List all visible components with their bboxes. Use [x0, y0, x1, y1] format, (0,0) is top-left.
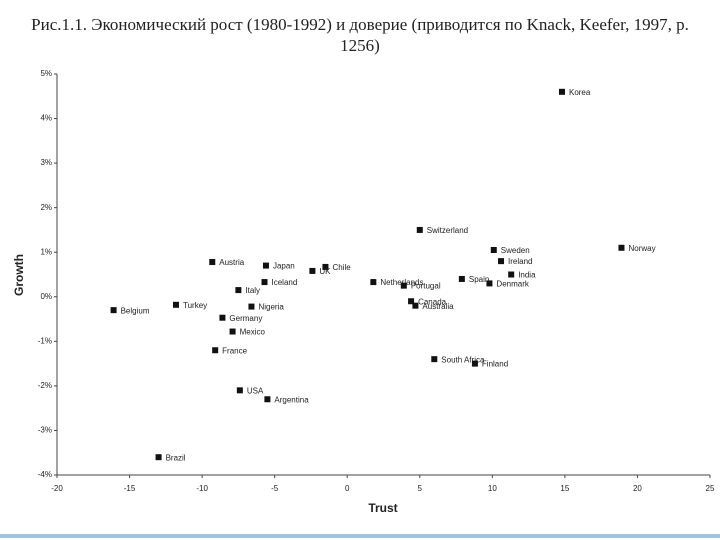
y-tick-label: -2%: [38, 381, 52, 390]
point: [262, 262, 269, 269]
point: [370, 279, 377, 286]
y-tick-label: -1%: [38, 336, 52, 345]
point-label: France: [222, 346, 247, 355]
x-tick-label: -20: [51, 484, 63, 493]
point: [618, 244, 625, 251]
point-label: Ireland: [508, 257, 532, 266]
point-label: Japan: [273, 262, 295, 271]
x-axis-label: Trust: [368, 501, 397, 515]
point-label: Canada: [418, 297, 447, 306]
point-label: Sweden: [501, 246, 530, 255]
point-label: Portugal: [411, 282, 441, 291]
point-label: Belgium: [121, 306, 150, 315]
x-tick-label: 0: [345, 484, 350, 493]
point-label: Australia: [422, 302, 454, 311]
y-tick-label: 2%: [40, 203, 52, 212]
y-tick-label: 0%: [40, 292, 52, 301]
point-label: Norway: [628, 244, 655, 253]
y-tick-label: -4%: [38, 470, 52, 479]
point: [235, 287, 242, 294]
x-tick-label: -5: [271, 484, 279, 493]
x-tick-label: 20: [633, 484, 642, 493]
point: [229, 328, 236, 335]
point: [490, 246, 497, 253]
point-label: India: [518, 271, 536, 280]
point-label: Italy: [245, 286, 260, 295]
point: [486, 280, 493, 287]
point-label: South Africa: [441, 355, 485, 364]
point: [458, 275, 465, 282]
point: [172, 301, 179, 308]
y-axis-label: Growth: [12, 254, 26, 296]
point: [431, 356, 438, 363]
point: [412, 302, 419, 309]
point: [508, 271, 515, 278]
point-label: Chile: [332, 263, 351, 272]
point-label: Korea: [569, 88, 591, 97]
x-tick-label: -15: [124, 484, 136, 493]
point: [416, 226, 423, 233]
point: [498, 258, 505, 265]
point: [264, 396, 271, 403]
point-label: Nigeria: [258, 303, 284, 312]
x-tick-label: 25: [706, 484, 715, 493]
point: [558, 88, 565, 95]
point-label: Mexico: [240, 328, 266, 337]
y-tick-label: 5%: [40, 69, 52, 78]
point: [110, 307, 117, 314]
point: [236, 387, 243, 394]
point-label: Spain: [469, 275, 489, 284]
x-tick-label: 10: [488, 484, 497, 493]
point-label: Austria: [219, 258, 244, 267]
point: [212, 347, 219, 354]
point-label: UK: [319, 267, 331, 276]
point: [408, 298, 415, 305]
x-tick-label: -10: [196, 484, 208, 493]
point: [209, 259, 216, 266]
point-label: Switzerland: [427, 226, 468, 235]
point-label: Denmark: [496, 280, 529, 289]
y-tick-label: 1%: [40, 247, 52, 256]
y-tick-label: -3%: [38, 426, 52, 435]
point: [155, 454, 162, 461]
y-tick-label: 4%: [40, 114, 52, 123]
point-label: Turkey: [183, 301, 207, 310]
point-label: USA: [247, 386, 264, 395]
x-tick-label: 5: [418, 484, 423, 493]
point: [309, 267, 316, 274]
y-tick-label: 3%: [40, 158, 52, 167]
x-tick-label: 15: [560, 484, 569, 493]
point-label: Argentina: [274, 395, 309, 404]
point: [219, 314, 226, 321]
chart-title: Рис.1.1. Экономический рост (1980-1992) …: [31, 15, 689, 55]
point-label: Germany: [229, 314, 262, 323]
point: [248, 303, 255, 310]
point: [471, 360, 478, 367]
point: [261, 279, 268, 286]
point: [400, 282, 407, 289]
point-label: Brazil: [166, 453, 186, 462]
point: [322, 263, 329, 270]
point-label: Finland: [482, 360, 508, 369]
point-label: Iceland: [272, 278, 298, 287]
